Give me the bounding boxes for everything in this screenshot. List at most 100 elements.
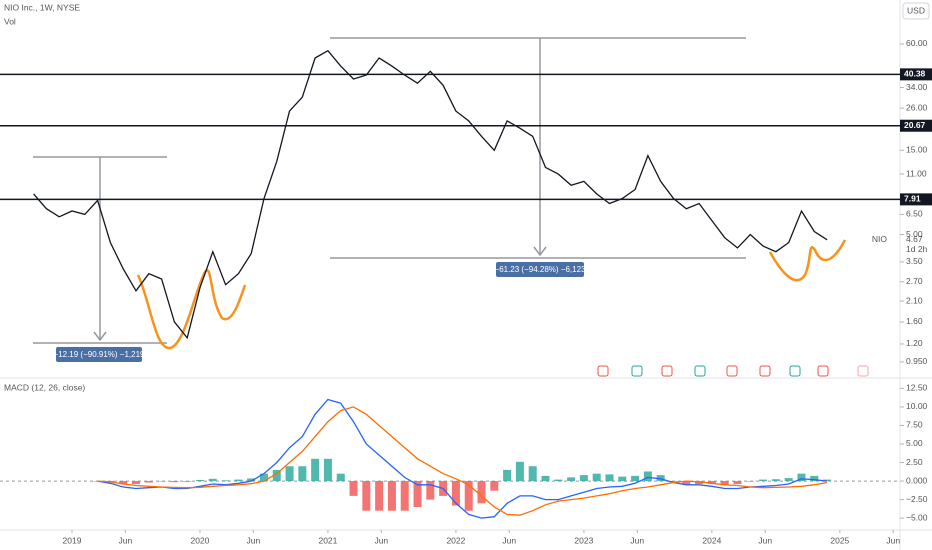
histogram-bar: [234, 479, 243, 482]
x-tick-label: 2020: [191, 535, 210, 545]
y-tick-label: 10.00: [906, 401, 928, 411]
price-line: [33, 49, 828, 340]
histogram-bar: [592, 473, 601, 482]
volume-label: Vol: [4, 16, 16, 26]
y-tick-label: 2.70: [906, 276, 923, 286]
x-tick-label: 2022: [446, 535, 465, 545]
histogram-bar: [464, 481, 473, 511]
measure-label: −12.19 (−90.91%) −1,219: [54, 350, 146, 359]
last-price: 4.67: [906, 234, 923, 244]
histogram-bar: [183, 481, 192, 482]
histogram-bar: [605, 474, 614, 482]
histogram-bar: [170, 481, 179, 483]
histogram-bar: [477, 481, 486, 504]
histogram-bar: [451, 481, 460, 506]
currency-box[interactable]: [902, 2, 930, 20]
histogram-bar: [208, 478, 217, 482]
level-tag: [900, 68, 932, 81]
level-tag: [900, 119, 932, 132]
histogram-bar: [733, 481, 742, 485]
currency[interactable]: USD: [907, 5, 925, 15]
y-tick-label: 5.00: [906, 229, 923, 239]
pattern-drawing: [136, 239, 847, 350]
histogram-bar: [413, 481, 422, 508]
y-tick-label: 3.50: [906, 256, 923, 266]
x-tick-label: Jun: [118, 535, 132, 545]
histogram-bar: [631, 475, 640, 482]
histogram-bar: [298, 466, 307, 482]
x-tick-label: Jun: [630, 535, 644, 545]
histogram-bar: [759, 479, 768, 482]
measure-box: [56, 347, 142, 362]
histogram-bar: [771, 479, 780, 482]
x-tick-label: Jun: [374, 535, 388, 545]
symbol-title: NIO Inc., 1W, NYSE: [4, 2, 80, 12]
symbol-label: NIO: [872, 234, 888, 244]
histogram-bar: [669, 481, 678, 482]
histogram-bar: [695, 481, 704, 485]
level-label: 7.91: [904, 194, 921, 204]
y-tick-label: −5.00: [906, 512, 928, 522]
y-tick-label: 34.00: [906, 82, 928, 92]
macd-line: [97, 406, 828, 516]
y-tick-label: 0.000: [906, 475, 928, 485]
y-tick-label: 60.00: [906, 38, 928, 48]
x-tick-label: 2023: [574, 535, 593, 545]
x-tick-label: 2024: [702, 535, 721, 545]
histogram-bar: [119, 481, 128, 485]
y-tick-label: 1.60: [906, 316, 923, 326]
y-tick-label: 12.50: [906, 383, 928, 393]
countdown: 1d 2h: [906, 244, 928, 254]
x-tick-label: 2025: [830, 535, 849, 545]
histogram-bar: [400, 481, 409, 511]
x-tick-label: 2021: [318, 535, 337, 545]
y-tick-label: 11.00: [906, 168, 927, 178]
x-tick-label: Jun: [758, 535, 772, 545]
histogram-bar: [144, 481, 153, 483]
y-tick-label: 26.00: [906, 102, 928, 112]
level-label: 40.38: [904, 69, 926, 79]
histogram-bar: [823, 479, 832, 482]
histogram-bar: [247, 478, 256, 482]
histogram-bar: [503, 469, 512, 482]
x-tick-label: Jun: [886, 535, 900, 545]
macd-line: [97, 398, 828, 519]
histogram-bar: [682, 481, 691, 485]
histogram-bar: [157, 481, 166, 482]
x-tick-label: 2019: [63, 535, 82, 545]
measure-label: −61.23 (−94.28%) −6,123: [495, 265, 587, 274]
histogram-bar: [720, 481, 729, 485]
histogram-bar: [323, 458, 332, 482]
histogram-bar: [490, 481, 499, 491]
histogram-bar: [656, 475, 665, 482]
y-tick-label: 15.00: [906, 145, 928, 155]
y-tick-label: 6.50: [906, 209, 923, 219]
histogram-bar: [272, 469, 281, 482]
x-tick-label: Jun: [502, 535, 516, 545]
histogram-bar: [426, 481, 435, 500]
level-tag: [900, 193, 932, 206]
measure-drawing: [33, 37, 746, 344]
y-tick-label: 7.50: [906, 420, 923, 430]
histogram-bar: [567, 477, 576, 482]
histogram-bar: [554, 479, 563, 482]
indicator-title: MACD (12, 26, close): [4, 382, 85, 392]
histogram-bar: [259, 473, 268, 482]
earnings-markers[interactable]: [597, 365, 869, 377]
histogram-bar: [515, 461, 524, 482]
y-tick-label: 0.950: [906, 356, 928, 366]
histogram-bar: [643, 471, 652, 482]
histogram-bar: [579, 475, 588, 482]
level-label: 20.67: [904, 120, 926, 130]
histogram-bar: [349, 481, 358, 496]
histogram-bar: [375, 481, 384, 511]
histogram-bar: [797, 473, 806, 482]
histogram-bar: [707, 481, 716, 485]
y-tick-label: 1.20: [906, 338, 923, 348]
histogram-bar: [541, 475, 550, 482]
histogram-bar: [746, 481, 755, 482]
histogram-bar: [387, 481, 396, 511]
histogram-bar: [784, 478, 793, 482]
